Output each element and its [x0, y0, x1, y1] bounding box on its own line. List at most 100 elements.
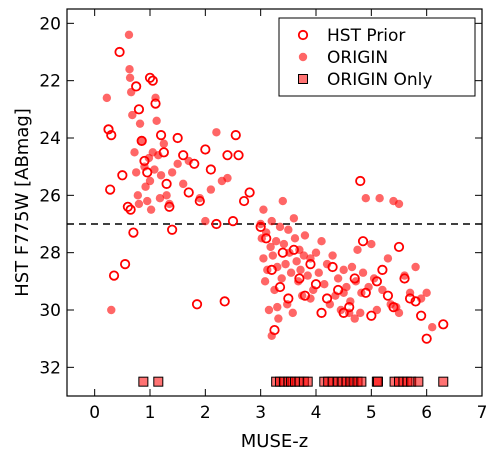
- origin-point: [300, 231, 310, 240]
- origin-point: [372, 305, 382, 315]
- origin-only-point: [153, 376, 164, 387]
- origin-point: [428, 323, 437, 332]
- origin-point: [262, 228, 271, 237]
- origin-point: [145, 176, 155, 186]
- plot-frame: [66, 8, 483, 397]
- origin-point: [367, 239, 376, 249]
- origin-point: [378, 285, 387, 295]
- hst-prior-point: [114, 46, 125, 58]
- hst-prior-point: [200, 144, 211, 155]
- origin-point: [394, 199, 404, 209]
- origin-point: [156, 171, 166, 180]
- origin-point: [284, 225, 293, 234]
- origin-point: [146, 205, 156, 214]
- origin-only-point: [438, 376, 449, 387]
- origin-point: [135, 119, 145, 128]
- hst-prior-point: [357, 236, 369, 247]
- origin-point: [266, 242, 275, 252]
- origin-point: [339, 288, 348, 297]
- origin-point: [320, 280, 329, 289]
- hst-prior-point: [230, 130, 241, 141]
- origin-point: [416, 294, 426, 303]
- hst-prior-point: [105, 184, 116, 195]
- hst-prior-point: [382, 290, 394, 301]
- hst-prior-point: [222, 150, 233, 161]
- legend-box: [278, 17, 476, 97]
- origin-point: [126, 87, 136, 97]
- hst-prior-point: [117, 170, 128, 181]
- hst-prior-point: [133, 104, 145, 115]
- origin-point: [267, 216, 276, 226]
- x-tick-label: 5: [366, 403, 377, 423]
- origin-point: [154, 151, 163, 160]
- origin-point: [422, 288, 431, 297]
- x-tick-label: 7: [477, 403, 488, 423]
- origin-point: [314, 268, 323, 277]
- origin-point: [270, 285, 279, 295]
- hst-prior-point: [108, 270, 120, 281]
- origin-point: [179, 179, 188, 189]
- hst-prior-point: [125, 204, 136, 215]
- origin-point: [345, 308, 354, 318]
- origin-point: [294, 277, 303, 286]
- origin-point: [331, 291, 340, 300]
- y-tick-label: 22: [39, 72, 61, 92]
- origin-point: [167, 168, 177, 177]
- legend-label: ORIGIN: [327, 48, 388, 68]
- hst-prior-point: [244, 187, 255, 198]
- y-axis-label: HST F775W [ABmag]: [12, 108, 33, 297]
- hst-prior-point: [147, 75, 158, 86]
- origin-point: [257, 234, 266, 243]
- origin-point: [107, 305, 116, 315]
- legend-marker: [298, 74, 308, 84]
- origin-point: [357, 288, 366, 297]
- origin-only-point: [302, 376, 313, 387]
- origin-point: [143, 196, 152, 206]
- origin-point: [271, 237, 281, 246]
- hst-prior-point: [155, 130, 167, 141]
- x-tick-label: 1: [145, 403, 156, 423]
- origin-point: [279, 239, 289, 249]
- origin-point: [309, 285, 318, 295]
- origin-point: [152, 116, 161, 126]
- origin-point: [260, 277, 270, 286]
- origin-point: [358, 268, 368, 277]
- x-tick-label: 0: [89, 403, 100, 423]
- hst-prior-point: [238, 195, 250, 207]
- hst-prior-point: [183, 187, 194, 198]
- origin-point: [292, 257, 301, 266]
- hst-prior-point: [233, 150, 244, 161]
- origin-point: [274, 314, 283, 323]
- hst-prior-point: [103, 124, 114, 135]
- origin-point: [201, 216, 210, 226]
- hst-prior-point: [167, 224, 178, 235]
- x-tick-label: 6: [421, 403, 432, 423]
- origin-point: [361, 194, 370, 203]
- y-tick-label: 26: [39, 186, 61, 206]
- hst-prior-point: [355, 175, 366, 187]
- hst-prior-point: [191, 299, 203, 310]
- hst-prior-point: [211, 218, 222, 230]
- origin-point: [278, 196, 287, 206]
- origin-point: [285, 248, 294, 257]
- origin-point: [131, 168, 141, 177]
- origin-point: [375, 194, 384, 203]
- hst-prior-point: [227, 216, 239, 227]
- hst-prior-point: [172, 132, 183, 144]
- y-tick-label: 28: [39, 244, 61, 264]
- origin-point: [151, 93, 160, 103]
- origin-point: [346, 297, 355, 306]
- origin-point: [303, 271, 312, 280]
- hst-prior-point: [219, 296, 230, 307]
- origin-point: [125, 65, 134, 74]
- origin-point: [281, 259, 290, 269]
- origin-point: [264, 305, 274, 315]
- origin-point: [130, 148, 139, 157]
- x-tick-label: 4: [311, 403, 322, 423]
- origin-point: [283, 300, 292, 309]
- origin-point: [383, 254, 393, 263]
- origin-point: [133, 191, 143, 200]
- origin-point: [128, 110, 137, 120]
- y-tick-label: 24: [39, 129, 61, 149]
